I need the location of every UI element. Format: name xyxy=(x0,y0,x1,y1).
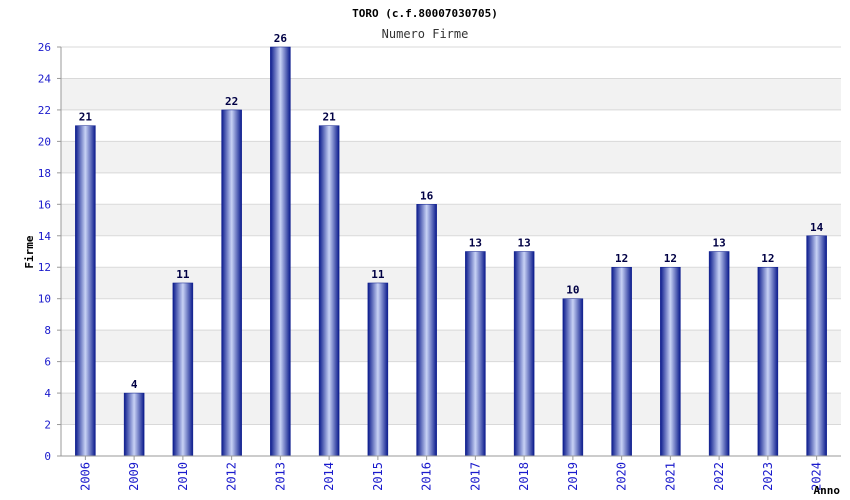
value-label-2018: 13 xyxy=(518,237,531,250)
x-tick-label-2015: 2015 xyxy=(371,462,385,491)
value-label-2024: 14 xyxy=(810,221,824,234)
bar-2024 xyxy=(806,235,827,457)
value-label-2009: 4 xyxy=(131,378,138,391)
x-tick-label-2018: 2018 xyxy=(517,462,531,491)
y-tick-label: 8 xyxy=(44,324,51,337)
x-axis-ticks: 2006 2009 2010 2012 2013 2014 2015 2016 2017 2018… xyxy=(78,456,824,491)
value-label-2010: 11 xyxy=(176,268,190,281)
y-tick-label: 22 xyxy=(38,104,51,117)
x-axis-label: Anno xyxy=(814,484,841,497)
value-label-2022: 13 xyxy=(713,237,726,250)
y-tick-label: 14 xyxy=(38,230,52,243)
value-label-2014: 21 xyxy=(323,111,337,124)
x-tick-label-2021: 2021 xyxy=(663,462,677,491)
value-label-2023: 12 xyxy=(761,252,774,265)
chart-subtitle: Numero Firme xyxy=(382,27,469,41)
y-tick-label: 10 xyxy=(38,293,51,306)
value-label-2017: 13 xyxy=(469,237,482,250)
x-tick-label-2010: 2010 xyxy=(176,462,190,491)
x-tick-label-2014: 2014 xyxy=(322,462,336,491)
bar-2017 xyxy=(465,251,486,457)
x-tick-label-2022: 2022 xyxy=(712,462,726,491)
x-tick-label-2012: 2012 xyxy=(225,462,239,491)
value-label-2012: 22 xyxy=(225,95,238,108)
bar-2014 xyxy=(318,125,340,457)
y-tick-label: 6 xyxy=(44,356,51,369)
bar-2020 xyxy=(611,266,632,457)
x-tick-label-2013: 2013 xyxy=(273,462,287,491)
bar-2019 xyxy=(562,298,584,457)
y-tick-label: 16 xyxy=(38,198,51,211)
value-label-2021: 12 xyxy=(664,252,677,265)
value-label-2019: 10 xyxy=(566,284,579,297)
grid-band xyxy=(61,78,841,110)
y-tick-label: 12 xyxy=(38,261,51,274)
y-tick-label: 4 xyxy=(44,387,51,400)
bar-2016 xyxy=(416,204,437,457)
chart-title: TORO (c.f.80007030705) xyxy=(352,7,498,20)
y-tick-label: 0 xyxy=(44,450,51,463)
grid-band xyxy=(61,141,841,173)
y-axis-label: Firme xyxy=(23,235,36,268)
value-label-2013: 26 xyxy=(274,32,288,45)
y-tick-label: 26 xyxy=(38,41,51,54)
x-tick-label-2017: 2017 xyxy=(468,462,482,491)
x-tick-label-2023: 2023 xyxy=(761,462,775,491)
bar-2018 xyxy=(513,251,535,457)
y-tick-label: 2 xyxy=(44,419,51,432)
bar-2023 xyxy=(757,266,779,457)
bar-2012 xyxy=(221,109,242,457)
bar-2013 xyxy=(270,46,291,457)
bar-2015 xyxy=(367,282,389,457)
y-tick-label: 18 xyxy=(38,167,51,180)
bar-2021 xyxy=(660,266,681,457)
bar-2006 xyxy=(75,125,96,457)
bar-2010 xyxy=(172,282,194,457)
value-label-2015: 11 xyxy=(371,268,385,281)
value-label-2006: 21 xyxy=(79,111,93,124)
bar-2022 xyxy=(708,251,730,457)
y-tick-label: 24 xyxy=(38,72,52,85)
x-tick-label-2006: 2006 xyxy=(78,462,92,491)
bars: 21 4 11 22 26 21 11 16 13 13 10 12 12 13 12 14 xyxy=(75,32,827,457)
grid-band xyxy=(61,204,841,236)
x-tick-label-2009: 2009 xyxy=(127,462,141,491)
value-label-2016: 16 xyxy=(420,189,434,202)
value-label-2020: 12 xyxy=(615,252,628,265)
x-tick-label-2016: 2016 xyxy=(420,462,434,491)
x-tick-label-2020: 2020 xyxy=(615,462,629,491)
x-tick-label-2024: 2024 xyxy=(810,462,824,491)
y-tick-label: 20 xyxy=(38,135,51,148)
bar-2009 xyxy=(123,392,145,457)
x-tick-label-2019: 2019 xyxy=(566,462,580,491)
